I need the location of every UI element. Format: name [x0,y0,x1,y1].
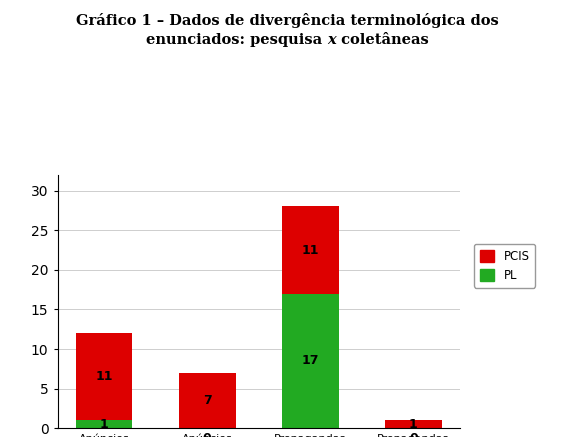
Bar [76,333,132,420]
Text: 11: 11 [301,243,319,257]
Legend: PCIS, PL: PCIS, PL [474,244,535,288]
Text: 7: 7 [203,394,212,407]
Text: x: x [288,66,296,80]
Text: enunciados: pesquisa: enunciados: pesquisa [146,33,327,47]
Bar [282,207,339,294]
Text: 0: 0 [203,432,212,437]
Text: 0: 0 [409,432,417,437]
Text: 11: 11 [95,370,113,383]
Text: Gráfico 1 – Dados de divergência terminológica dos: Gráfico 1 – Dados de divergência termino… [76,13,499,28]
Text: 1: 1 [100,418,109,431]
Bar [282,294,339,428]
Bar [385,420,442,428]
Text: enunciados: pesquisa x coletâneas: enunciados: pesquisa x coletâneas [146,33,429,48]
Text: 1: 1 [409,418,417,431]
Text: x: x [327,33,336,47]
Bar [76,420,132,428]
Text: 17: 17 [301,354,319,368]
Bar [179,373,236,428]
Text: coletâneas: coletâneas [336,33,429,47]
Text: enunciados: pesquisa: enunciados: pesquisa [288,66,469,80]
